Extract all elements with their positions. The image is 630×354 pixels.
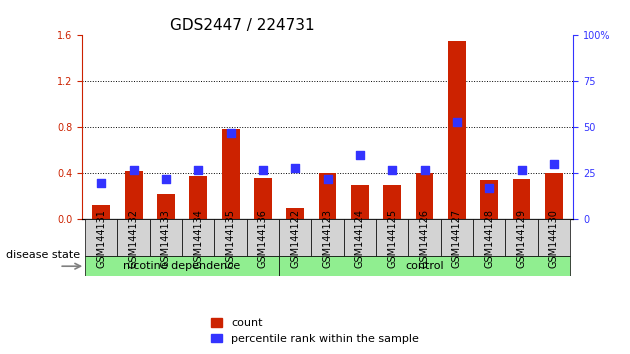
Point [484,185,495,191]
Text: GSM144126: GSM144126 [420,209,430,268]
Text: GSM144134: GSM144134 [193,209,203,268]
Text: GSM144130: GSM144130 [549,209,559,268]
Bar [513,179,530,219]
Text: GSM144131: GSM144131 [96,209,106,268]
FancyBboxPatch shape [85,256,279,276]
FancyBboxPatch shape [85,219,117,256]
Point [161,176,171,182]
Point [452,119,462,125]
Text: GDS2447 / 224731: GDS2447 / 224731 [170,18,315,33]
FancyBboxPatch shape [247,219,279,256]
Bar [254,178,272,219]
FancyBboxPatch shape [279,219,311,256]
Bar [416,173,433,219]
Text: nicotine dependence: nicotine dependence [123,261,241,271]
Bar [222,129,239,219]
FancyBboxPatch shape [117,219,150,256]
Legend: count, percentile rank within the sample: count, percentile rank within the sample [207,314,423,348]
Bar [545,173,563,219]
Point [517,167,527,173]
Bar [384,185,401,219]
FancyBboxPatch shape [344,219,376,256]
FancyBboxPatch shape [538,219,570,256]
Point [323,176,333,182]
Text: disease state: disease state [6,250,81,260]
Text: GSM144132: GSM144132 [129,209,139,268]
Text: GSM144128: GSM144128 [484,209,495,268]
Point [193,167,203,173]
FancyBboxPatch shape [473,219,505,256]
Bar [448,41,466,219]
FancyBboxPatch shape [376,219,408,256]
Text: control: control [405,261,444,271]
FancyBboxPatch shape [311,219,344,256]
FancyBboxPatch shape [441,219,473,256]
Bar [157,194,175,219]
Point [549,161,559,167]
Text: GSM144135: GSM144135 [226,209,236,268]
Bar [319,173,336,219]
Point [96,180,106,185]
Text: GSM144136: GSM144136 [258,209,268,268]
Text: GSM144133: GSM144133 [161,209,171,268]
FancyBboxPatch shape [182,219,214,256]
Text: GSM144129: GSM144129 [517,209,527,268]
FancyBboxPatch shape [279,256,570,276]
Point [355,152,365,158]
Bar [480,181,498,219]
Bar [190,176,207,219]
Point [387,167,398,173]
FancyBboxPatch shape [150,219,182,256]
Text: GSM144124: GSM144124 [355,209,365,268]
Point [420,167,430,173]
Point [129,167,139,173]
Point [258,167,268,173]
Bar [93,205,110,219]
Bar [125,171,142,219]
FancyBboxPatch shape [214,219,247,256]
Point [290,165,301,171]
FancyBboxPatch shape [505,219,538,256]
Text: GSM144127: GSM144127 [452,209,462,268]
Bar [351,185,369,219]
Bar [287,208,304,219]
Text: GSM144122: GSM144122 [290,209,301,268]
Point [226,130,236,136]
FancyBboxPatch shape [408,219,441,256]
Text: GSM144123: GSM144123 [323,209,333,268]
Text: GSM144125: GSM144125 [387,209,398,268]
